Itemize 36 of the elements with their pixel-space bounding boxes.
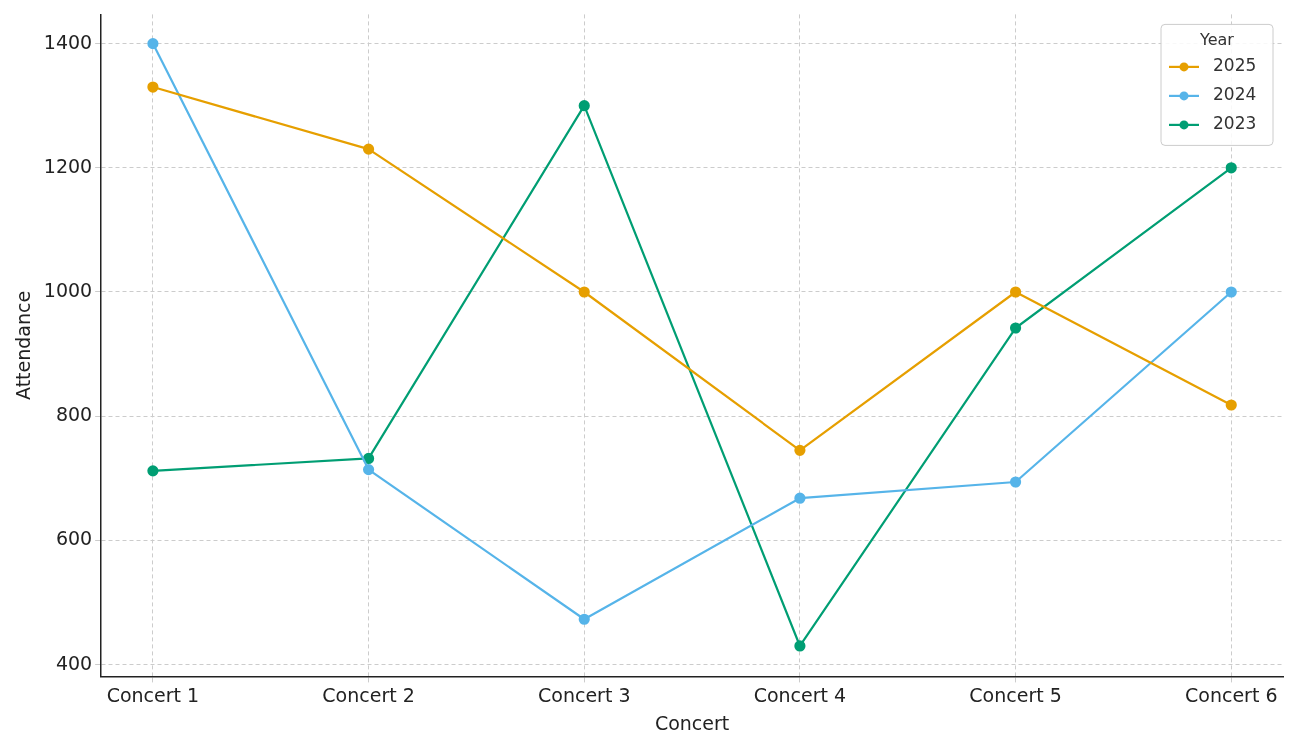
point xyxy=(1009,322,1022,334)
point xyxy=(147,81,159,93)
point xyxy=(362,452,375,465)
x-tick-label: Concert 2 xyxy=(322,683,415,706)
point xyxy=(578,286,590,298)
point xyxy=(147,37,159,50)
y-tick-label: 1200 xyxy=(43,154,93,177)
y-tick-label: 1000 xyxy=(43,278,93,301)
legend-title: Year xyxy=(1199,29,1235,49)
point xyxy=(794,444,806,456)
x-tick-label: Concert 6 xyxy=(1185,683,1278,706)
x-axis-title: Concert xyxy=(654,711,730,734)
point xyxy=(578,100,590,112)
point xyxy=(578,613,590,625)
point xyxy=(1009,476,1022,488)
legend-label: 2025 xyxy=(1213,55,1257,76)
point xyxy=(1225,162,1237,174)
x-tick-label: Concert 1 xyxy=(106,683,200,706)
legend-label: 2023 xyxy=(1213,113,1257,134)
y-tick-label: 1400 xyxy=(43,30,93,53)
x-tick-label: Concert 3 xyxy=(538,683,631,706)
point xyxy=(1009,286,1022,298)
point xyxy=(362,464,375,476)
point xyxy=(794,492,806,504)
point xyxy=(1225,286,1237,298)
x-tick-label: Concert 5 xyxy=(969,683,1062,706)
y-tick-label: 800 xyxy=(55,403,93,426)
y-axis-title: Attendance xyxy=(12,290,35,400)
y-tick-label: 600 xyxy=(55,527,93,550)
point xyxy=(147,465,159,477)
x-tick-label: Concert 4 xyxy=(753,683,847,706)
y-tick-label: 400 xyxy=(55,651,93,674)
legend-label: 2024 xyxy=(1213,84,1257,105)
point xyxy=(1225,399,1237,411)
point xyxy=(362,143,375,155)
point xyxy=(794,640,806,652)
